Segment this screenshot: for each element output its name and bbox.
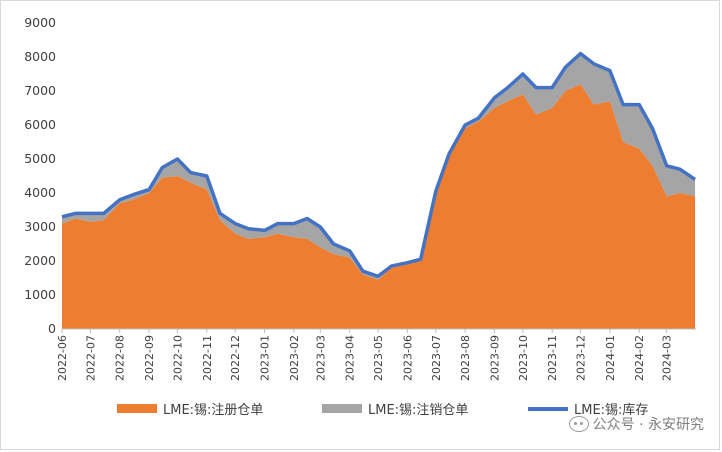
x-tick-label: 2023-11 [546, 335, 559, 381]
x-tick-label: 2023-10 [517, 335, 530, 381]
watermark: 公众号 · 永安研究 [568, 414, 704, 434]
x-tick-label: 2023-12 [575, 335, 588, 381]
x-axis: 2022-06 2022-07 2022-08 2022-09 2022-10 2022-… [56, 329, 674, 381]
y-tick-label: 7000 [24, 83, 56, 98]
legend-label-3: LME:锡:库存 [574, 402, 648, 418]
x-tick-label: 2022-11 [201, 335, 214, 381]
wechat-icon [568, 416, 589, 432]
x-tick-label: 2023-08 [459, 335, 472, 381]
x-tick-label: 2023-01 [259, 335, 272, 381]
x-tick-label: 2024-01 [604, 335, 617, 381]
legend-swatch-1 [117, 404, 157, 413]
x-tick-label: 2023-02 [288, 335, 301, 381]
y-tick-label: 3000 [24, 219, 56, 234]
x-tick-label: 2023-07 [430, 335, 443, 381]
y-tick-label: 1000 [24, 287, 56, 302]
series-cancelled-warrants-area [62, 53, 696, 280]
y-tick-label: 5000 [24, 151, 56, 166]
legend: LME:锡:注册仓单 LME:锡:注销仓单 LME:锡:库存 [117, 402, 648, 418]
series-stock-line [61, 51, 697, 279]
x-tick-label: 2022-07 [84, 335, 97, 381]
x-tick-label: 2022-10 [171, 335, 184, 381]
x-tick-label: 2022-09 [143, 335, 156, 381]
series-registered-warrants-area [62, 84, 696, 329]
x-tick-label: 2023-06 [401, 335, 414, 381]
y-tick-label: 9000 [24, 15, 56, 30]
legend-label-2: LME:锡:注销仓单 [368, 403, 468, 418]
y-tick-label: 2000 [24, 253, 56, 268]
legend-swatch-2 [322, 404, 362, 413]
x-tick-label: 2022-06 [56, 335, 69, 381]
y-axis: 0 1000 2000 3000 4000 5000 6000 7000 8000 9000 [24, 15, 56, 336]
y-tick-label: 4000 [24, 185, 56, 200]
y-tick-label: 0 [48, 321, 56, 336]
x-tick-label: 2023-04 [344, 335, 357, 381]
x-tick-label: 2023-03 [314, 335, 327, 381]
x-tick-label: 2024-03 [661, 335, 674, 381]
watermark-text: 公众号 · 永安研究 [592, 417, 704, 433]
y-tick-label: 8000 [24, 49, 56, 64]
plot-area [61, 51, 697, 330]
x-tick-label: 2024-02 [633, 335, 646, 381]
y-tick-label: 6000 [24, 117, 56, 132]
x-tick-label: 2022-12 [229, 335, 242, 381]
x-tick-label: 2023-05 [372, 335, 385, 381]
x-tick-label: 2022-08 [114, 335, 127, 381]
x-tick-label: 2023-09 [488, 335, 501, 381]
legend-label-1: LME:锡:注册仓单 [163, 403, 263, 418]
